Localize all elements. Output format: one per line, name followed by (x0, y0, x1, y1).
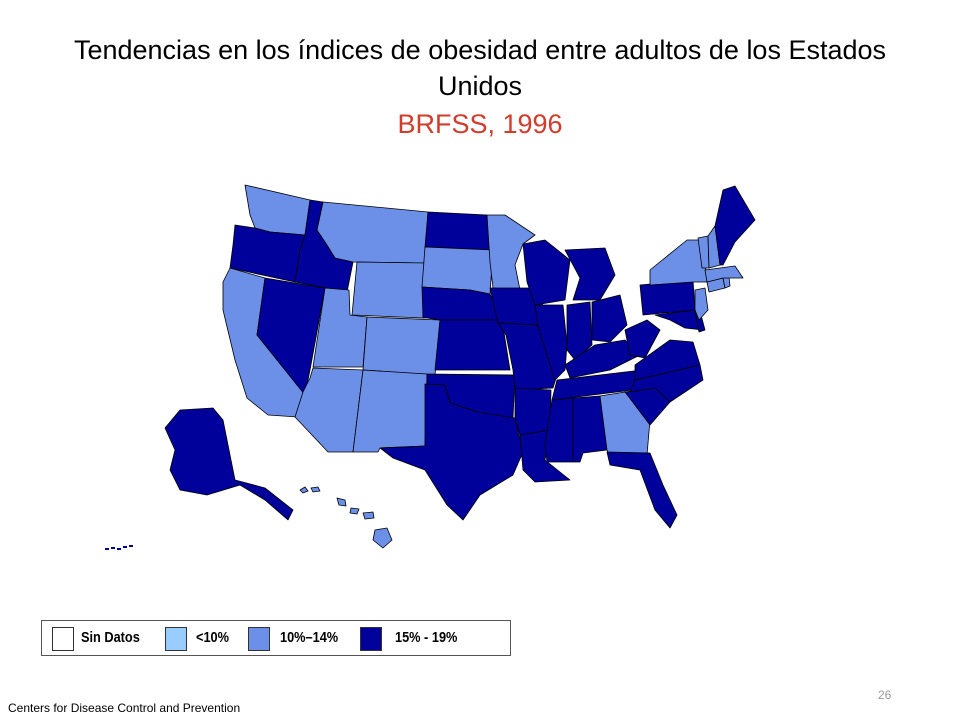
alaska-island (123, 546, 127, 548)
state-ma (704, 265, 744, 283)
footer-credit: Centers for Disease Control and Preventi… (8, 701, 241, 715)
state-hi (349, 507, 360, 515)
state-mn (486, 214, 536, 291)
state-mi (564, 247, 616, 301)
legend-swatch-15-19 (360, 627, 382, 651)
state-nd (424, 211, 494, 251)
legend: Sin Datos <10% 10%–14% 15% - 19% (41, 620, 511, 656)
legend-label-15-19: 15% - 19% (395, 629, 458, 646)
state-mt (316, 201, 429, 264)
state-nj (694, 287, 709, 321)
state-ms (544, 397, 574, 463)
state-ks (434, 319, 511, 371)
state-fl (606, 451, 678, 529)
state-oh (591, 294, 628, 343)
state-tx (379, 383, 524, 521)
state-sd (421, 246, 494, 295)
page-number: 26 (878, 688, 892, 702)
us-map (105, 184, 756, 550)
state-wy (351, 261, 428, 319)
legend-swatch-lt10 (165, 627, 187, 651)
state-nm (352, 369, 428, 453)
state-hi (336, 497, 347, 507)
legend-label-no-data: Sin Datos (81, 629, 140, 646)
state-hi (372, 527, 393, 549)
state-pa (639, 279, 696, 316)
state-wa (244, 184, 311, 236)
alaska-island (111, 547, 115, 549)
state-ar (514, 387, 552, 436)
alaska-island (117, 548, 121, 550)
state-ny (649, 239, 708, 286)
state-hi (362, 511, 375, 520)
state-hi (310, 486, 321, 493)
chart-title: Tendencias en los índices de obesidad en… (73, 35, 887, 101)
state-me (714, 185, 756, 266)
state-hi (299, 486, 309, 494)
legend-label-10-14: 10%–14% (280, 629, 339, 646)
chart-subtitle: BRFSS, 1996 (397, 109, 563, 139)
state-wi (522, 239, 571, 306)
state-il (534, 304, 568, 381)
state-co (362, 316, 441, 376)
state-ak (164, 407, 294, 521)
legend-label-lt10: <10% (196, 629, 229, 646)
state-va (634, 339, 701, 381)
state-md (654, 309, 704, 331)
state-wv (624, 319, 661, 359)
legend-swatch-no-data (52, 627, 74, 651)
alaska-island (105, 548, 109, 550)
legend-swatch-10-14 (248, 627, 270, 651)
alaska-island (129, 545, 133, 547)
